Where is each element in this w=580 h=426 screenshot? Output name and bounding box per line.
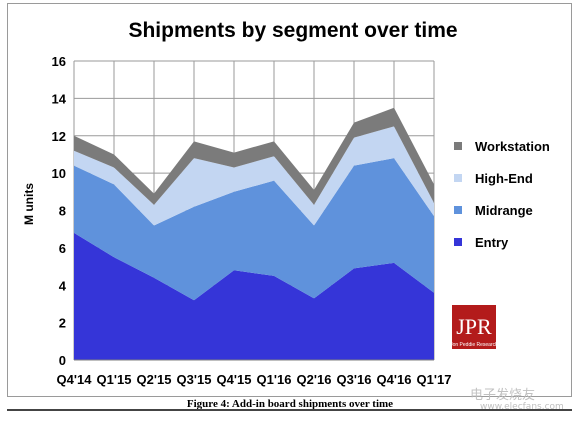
- x-tick-label: Q1'15: [97, 372, 132, 387]
- legend-swatch: [454, 174, 462, 182]
- area-high-end: [74, 126, 434, 226]
- y-tick-label: 14: [52, 91, 67, 106]
- x-tick-label: Q4'14: [57, 372, 93, 387]
- x-tick-label: Q3'16: [337, 372, 372, 387]
- jpr-logo-box: [452, 305, 496, 349]
- caption-divider: [7, 409, 572, 411]
- y-tick-labels: 0 2 4 6 8 10 12 14 16: [52, 54, 67, 368]
- jpr-logo-subtext: Jon Peddie Research: [450, 342, 498, 348]
- chart-title: Shipments by segment over time: [128, 19, 457, 42]
- legend-swatch: [454, 238, 462, 246]
- chart-legend: Workstation High-End Midrange Entry: [454, 139, 550, 250]
- y-tick-label: 2: [59, 316, 66, 331]
- chart-areas: [74, 107, 434, 361]
- watermark-logo: 电子发烧友: [470, 388, 536, 403]
- y-tick-label: 12: [52, 129, 66, 144]
- jpr-logo: JPR Jon Peddie Research: [450, 305, 498, 349]
- legend-swatch: [454, 142, 462, 150]
- y-tick-label: 10: [52, 166, 66, 181]
- x-tick-label: Q1'16: [257, 372, 292, 387]
- y-axis-label: M units: [22, 183, 36, 225]
- y-tick-label: 4: [59, 278, 67, 293]
- y-tick-label: 6: [59, 241, 66, 256]
- area-workstation: [74, 107, 434, 205]
- watermark-url: www.elecfans.com: [480, 402, 564, 412]
- legend-label: Workstation: [475, 139, 550, 154]
- legend-label: Entry: [475, 235, 509, 250]
- x-tick-label: Q2'16: [297, 372, 332, 387]
- x-tick-label: Q2'15: [137, 372, 172, 387]
- area-midrange: [74, 158, 434, 301]
- y-tick-label: 16: [52, 54, 66, 69]
- x-tick-label: Q3'15: [177, 372, 212, 387]
- x-tick-label: Q4'16: [377, 372, 412, 387]
- chart-svg: Shipments by segment over time 0 2 4 6 8 10 12…: [22, 19, 550, 387]
- legend-label: High-End: [475, 171, 533, 186]
- area-entry: [74, 232, 434, 360]
- x-tick-labels: Q4'14 Q1'15 Q2'15 Q3'15 Q4'15 Q1'16 Q2'16 Q3'16…: [57, 372, 452, 387]
- y-tick-label: 0: [59, 353, 66, 368]
- chart-frame: Shipments by segment over time 0 2 4 6 8 10 12…: [7, 3, 572, 397]
- legend-label: Midrange: [475, 203, 533, 218]
- figure-caption: Figure 4: Add-in board shipments over ti…: [186, 398, 394, 410]
- x-tick-label: Q1'17: [417, 372, 452, 387]
- jpr-logo-text: JPR: [456, 314, 492, 339]
- y-tick-label: 8: [59, 204, 66, 219]
- legend-swatch: [454, 206, 462, 214]
- x-tick-label: Q4'15: [217, 372, 252, 387]
